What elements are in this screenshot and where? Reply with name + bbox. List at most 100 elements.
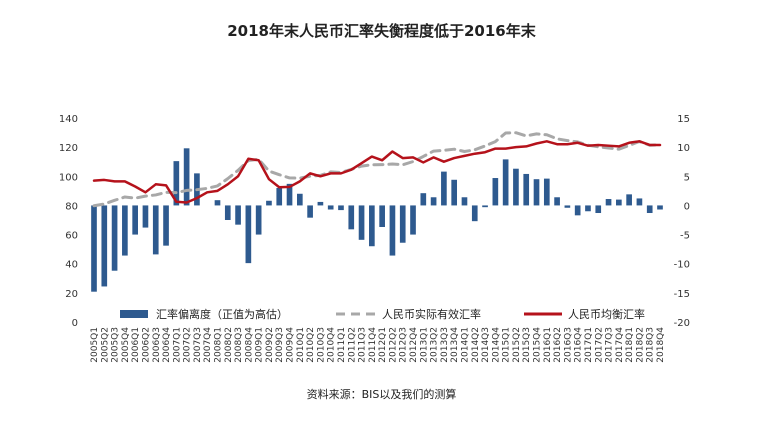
- right-tick-label: 15: [677, 114, 690, 125]
- bar-2011Q4: [369, 205, 375, 247]
- legend-label-equilibrium: 人民币均衡汇率: [568, 307, 645, 321]
- x-tick-label: 2011Q3: [358, 327, 368, 363]
- x-tick-label: 2006Q2: [141, 327, 151, 363]
- x-tick-label: 2015Q4: [533, 327, 543, 363]
- bar-2006Q2: [142, 205, 149, 228]
- bar-2009Q2: [266, 200, 272, 206]
- left-axis: 0 20 40 60 80 100 120 140: [59, 114, 78, 329]
- bar-2015Q4: [533, 179, 540, 206]
- legend: 汇率偏离度（正值为高估） 人民币实际有效汇率 人民币均衡汇率: [120, 307, 645, 321]
- x-tick-label: 2011Q1: [337, 327, 347, 363]
- left-tick-label: 0: [72, 318, 78, 329]
- bar-2009Q3: [276, 187, 283, 206]
- x-tick-label: 2006Q3: [152, 327, 162, 363]
- left-tick-label: 100: [59, 172, 78, 183]
- left-tick-label: 120: [59, 143, 78, 154]
- bar-2009Q1: [255, 205, 262, 235]
- x-tick-label: 2013Q1: [419, 327, 429, 363]
- x-tick-label: 2017Q1: [584, 327, 594, 363]
- bar-2011Q1: [338, 205, 344, 211]
- bar-2011Q3: [358, 205, 365, 240]
- x-tick-label: 2009Q3: [275, 327, 285, 363]
- x-tick-label: 2018Q2: [635, 327, 645, 363]
- x-tick-label: 2014Q4: [491, 327, 501, 363]
- x-tick-label: 2011Q2: [347, 327, 357, 363]
- right-axis: -20 -15 -10 -5 0 5 10 15: [674, 114, 690, 329]
- x-tick-label: 2012Q1: [378, 327, 388, 363]
- x-tick-label: 2009Q4: [286, 327, 296, 363]
- bar-2010Q1: [296, 193, 303, 206]
- bar-2013Q4: [451, 179, 458, 206]
- line-equilibrium-rate: [92, 140, 662, 204]
- x-tick-label: 2006Q1: [131, 327, 141, 363]
- x-tick-label: 2018Q1: [625, 327, 635, 363]
- x-tick-label: 2014Q1: [460, 327, 470, 363]
- left-tick-label: 40: [65, 260, 78, 271]
- x-tick-label: 2013Q4: [450, 327, 460, 363]
- x-tick-label: 2016Q3: [563, 327, 573, 363]
- x-tick-label: 2008Q2: [224, 327, 234, 363]
- chart-title: 2018年末人民币汇率失衡程度低于2016年末: [227, 22, 536, 40]
- x-tick-label: 2017Q2: [594, 327, 604, 363]
- right-tick-label: -5: [680, 231, 690, 242]
- bar-2013Q1: [420, 193, 427, 206]
- x-tick-label: 2012Q2: [388, 327, 398, 363]
- x-tick-label: 2007Q4: [203, 327, 213, 363]
- bar-2010Q2: [307, 205, 313, 218]
- right-tick-label: -20: [674, 318, 690, 329]
- x-tick-label: 2005Q1: [90, 327, 100, 363]
- bar-2017Q4: [616, 199, 622, 206]
- bar-2005Q2: [101, 205, 108, 287]
- x-tick-label: 2005Q4: [121, 327, 131, 363]
- x-tick-label: 2008Q3: [234, 327, 244, 363]
- bar-2012Q1: [379, 205, 385, 227]
- bar-2006Q1: [132, 205, 138, 235]
- x-tick-label: 2013Q3: [440, 327, 450, 363]
- right-tick-label: 0: [684, 201, 690, 212]
- right-tick-label: 5: [684, 172, 690, 183]
- bar-2014Q3: [482, 205, 488, 208]
- bar-2012Q3: [399, 205, 406, 243]
- bar-2016Q2: [554, 197, 560, 206]
- x-tick-label: 2006Q4: [162, 327, 172, 363]
- legend-swatch-bar: [120, 310, 148, 318]
- x-tick-label: 2010Q3: [316, 327, 326, 363]
- x-tick-label: 2007Q2: [183, 327, 193, 363]
- left-tick-label: 60: [65, 231, 78, 242]
- x-tick-label: 2017Q3: [605, 327, 615, 363]
- bar-2018Q1: [626, 194, 632, 206]
- left-tick-label: 20: [65, 289, 78, 300]
- x-tick-label: 2018Q3: [646, 327, 656, 363]
- bar-2018Q3: [646, 205, 653, 214]
- bar-2017Q3: [605, 199, 612, 206]
- x-tick-label: 2008Q1: [213, 327, 223, 363]
- bar-2008Q3: [235, 205, 241, 225]
- bar-2014Q4: [492, 178, 499, 206]
- bar-2010Q4: [327, 205, 334, 210]
- left-tick-label: 80: [65, 201, 78, 212]
- bar-2017Q2: [595, 205, 602, 214]
- x-tick-label: 2015Q2: [512, 327, 522, 363]
- bar-2012Q4: [410, 205, 416, 235]
- x-tick-label: 2016Q1: [543, 327, 553, 363]
- line-series: [92, 131, 662, 208]
- x-tick-label: 2012Q4: [409, 327, 419, 363]
- bar-2018Q2: [636, 198, 643, 206]
- x-tick-label: 2005Q3: [111, 327, 121, 363]
- bar-2016Q3: [564, 205, 571, 208]
- right-tick-label: -10: [674, 260, 690, 271]
- x-tick-label: 2015Q1: [502, 327, 512, 363]
- bar-2006Q4: [163, 205, 169, 246]
- x-tick-label: 2008Q4: [244, 327, 254, 363]
- x-tick-label: 2016Q4: [574, 327, 584, 363]
- x-tick-label: 2012Q3: [399, 327, 409, 363]
- bar-2017Q1: [585, 205, 591, 212]
- left-tick-label: 140: [59, 114, 78, 125]
- x-tick-label: 2009Q2: [265, 327, 275, 363]
- x-tick-label: 2015Q3: [522, 327, 532, 363]
- bar-2014Q1: [461, 197, 468, 206]
- bar-2013Q3: [441, 171, 447, 206]
- bar-2006Q3: [152, 205, 159, 255]
- bar-2008Q1: [214, 200, 221, 206]
